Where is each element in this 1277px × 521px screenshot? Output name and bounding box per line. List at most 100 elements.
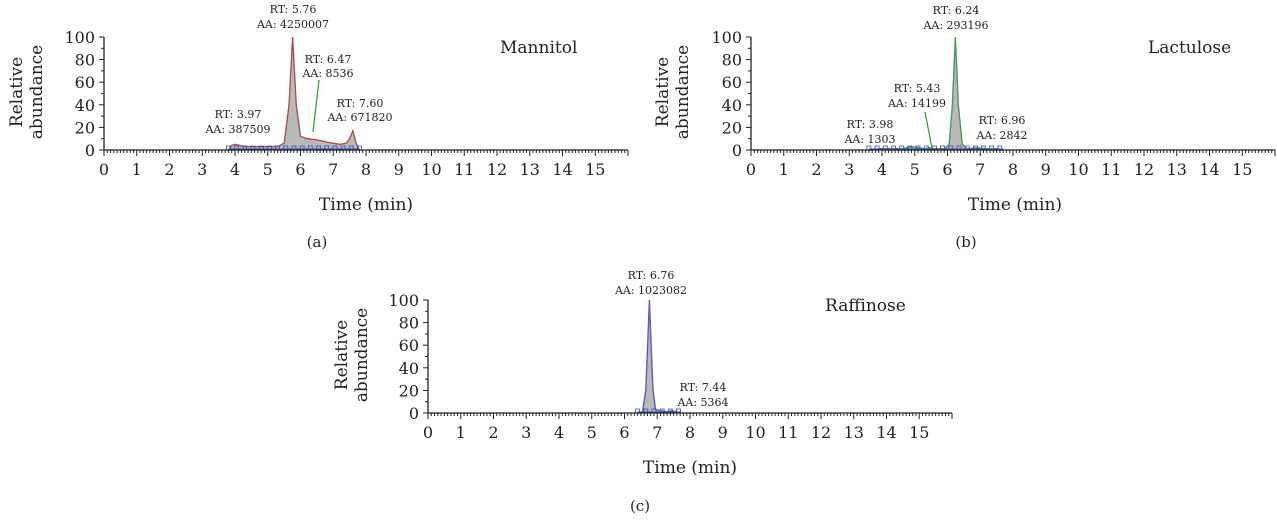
panel-b-annotation-rt-1: RT: 3.98 — [847, 118, 894, 131]
panel-b-caption: (b) — [955, 233, 976, 251]
panel-a-annotation-rt-4: RT: 7.60 — [337, 97, 384, 110]
panel-c-caption: (c) — [630, 497, 650, 515]
panel-c-x-tick-label: 7 — [652, 423, 662, 442]
panel-c-x-tick-label: 14 — [876, 423, 896, 442]
panel-a-y-tick-label: 80 — [75, 51, 95, 70]
panel-a-ylabel-line2: abundance — [27, 45, 47, 139]
panel-b-x-tick-label: 13 — [1167, 160, 1187, 179]
panel-b-y-tick-label: 100 — [711, 28, 742, 47]
panel-a-annotation-aa-4: AA: 671820 — [326, 111, 392, 124]
panel-c-y-tick-label: 80 — [399, 314, 419, 333]
panel-a-annotation-aa-2: AA: 4250007 — [256, 18, 329, 31]
panel-a-peak-area — [228, 37, 360, 150]
panel-a-x-tick-label: 12 — [487, 160, 507, 179]
panel-c-ylabel-line2: abundance — [352, 308, 372, 402]
panel-b-annotation-rt-4: RT: 6.96 — [979, 114, 1026, 127]
panel-a-x-tick-label: 9 — [394, 160, 404, 179]
panel-b-annotation-aa-1: AA: 1303 — [843, 133, 895, 146]
panel-b-x-tick-label: 5 — [910, 160, 920, 179]
panel-c-x-tick-label: 5 — [587, 423, 597, 442]
panel-b-x-tick-label: 10 — [1068, 160, 1088, 179]
panel-c-y-tick-label: 0 — [409, 404, 419, 423]
panel-b-title: Lactulose — [1148, 38, 1231, 58]
panel-a-annotation-aa-3: AA: 8536 — [301, 67, 353, 80]
panel-b-x-tick-label: 8 — [1008, 160, 1018, 179]
panel-c-annotation-aa-1: AA: 1023082 — [614, 284, 687, 297]
panel-a-caption: (a) — [307, 233, 328, 251]
panel-a-annotation-pointer — [312, 79, 320, 133]
panel-a-y-tick-label: 0 — [85, 141, 95, 160]
panel-c-x-tick-label: 1 — [456, 423, 466, 442]
panel-b-x-tick-label: 6 — [942, 160, 952, 179]
panel-b-annotation-rt-3: RT: 6.24 — [933, 4, 980, 17]
panel-a-title: Mannitol — [500, 38, 577, 58]
panel-c-annotation-rt-2: RT: 7.44 — [680, 381, 727, 394]
panel-c-x-tick-label: 10 — [745, 423, 765, 442]
panel-a-trace-line — [227, 36, 361, 151]
panel-a: Relative abundance 0 1 2 3 4 5 6 7 8 9 10 11 12 13 14 1… — [7, 3, 629, 251]
panel-c-y-tick-label: 100 — [388, 291, 419, 310]
panel-a-annotation-rt-2: RT: 5.76 — [270, 3, 317, 16]
panel-b-y-tick-label: 60 — [722, 73, 742, 92]
panel-c: Relative abundance 0 1 2 3 4 5 6 7 8 9 10 11 12 13 14 1… — [332, 269, 953, 515]
panel-b-annotation-aa-2: AA: 14199 — [887, 97, 946, 110]
panel-a-annotation-rt-1: RT: 3.97 — [215, 108, 262, 121]
panel-b-x-tick-label: 0 — [746, 160, 756, 179]
panel-a-x-tick-label: 14 — [552, 160, 572, 179]
panel-c-x-tick-label: 11 — [778, 423, 798, 442]
panel-b-annotation-aa-3: AA: 293196 — [922, 19, 988, 32]
panel-c-title: Raffinose — [825, 296, 906, 316]
panel-c-y-tick-label: 60 — [399, 336, 419, 355]
panel-b-x-tick-label: 11 — [1101, 160, 1121, 179]
panel-b-x-tick-label: 12 — [1134, 160, 1154, 179]
panel-b-y-tick-label: 40 — [722, 96, 742, 115]
panel-b-x-tick-label: 4 — [877, 160, 887, 179]
panel-c-x-tick-label: 9 — [718, 423, 728, 442]
panel-a-x-tick-label: 15 — [585, 160, 605, 179]
panel-b-x-tick-label: 2 — [811, 160, 821, 179]
panel-a-x-tick-label: 11 — [454, 160, 474, 179]
panel-b-x-tick-label: 15 — [1232, 160, 1252, 179]
panel-a-x-tick-label: 3 — [197, 160, 207, 179]
panel-c-y-tick-label: 20 — [399, 381, 419, 400]
panel-c-x-tick-label: 0 — [423, 423, 433, 442]
panel-a-x-tick-label: 1 — [132, 160, 142, 179]
panel-a-ylabel: Relative abundance — [7, 45, 47, 139]
panel-c-peak-area — [637, 300, 681, 413]
panel-b-x-tick-label: 9 — [1041, 160, 1051, 179]
panel-a-x-tick-label: 6 — [295, 160, 305, 179]
panel-b-x-tick-label: 14 — [1199, 160, 1219, 179]
panel-a-xlabel: Time (min) — [319, 195, 413, 215]
panel-b-annotation-pointer — [924, 111, 933, 149]
panel-b-ylabel: Relative abundance — [653, 45, 693, 139]
panel-b-annotation-rt-2: RT: 5.43 — [894, 82, 941, 95]
panel-a-x-tick-label: 10 — [421, 160, 441, 179]
panel-b-x-tick-label: 1 — [779, 160, 789, 179]
panel-b-y-tick-label: 20 — [722, 118, 742, 137]
panel-c-annotation-rt-1: RT: 6.76 — [628, 269, 675, 282]
panel-c-annotation-aa-2: AA: 5364 — [676, 396, 728, 409]
panel-a-annotation-aa-1: AA: 387509 — [204, 123, 270, 136]
panel-b-xlabel: Time (min) — [968, 195, 1062, 215]
panel-a-y-tick-label: 40 — [75, 96, 95, 115]
panel-a-y-tick-label: 100 — [64, 28, 95, 47]
panel-b-x-tick-label: 3 — [844, 160, 854, 179]
panel-c-x-tick-label: 2 — [488, 423, 498, 442]
panel-c-x-tick-label: 12 — [811, 423, 831, 442]
panel-b: Relative abundance 0 1 2 3 4 5 6 7 8 9 10 11 12 13 14 1… — [653, 4, 1276, 251]
panel-a-y-tick-label: 60 — [75, 73, 95, 92]
panel-a-annotation-rt-3: RT: 6.47 — [305, 53, 352, 66]
panel-b-y-tick-label: 0 — [732, 141, 742, 160]
panel-c-ylabel: Relative abundance — [332, 308, 372, 402]
panel-c-x-tick-label: 6 — [619, 423, 629, 442]
panel-c-x-tick-label: 13 — [844, 423, 864, 442]
panel-a-x-tick-label: 2 — [164, 160, 174, 179]
panel-c-x-tick-label: 4 — [554, 423, 564, 442]
panel-a-ylabel-line1: Relative — [7, 57, 27, 127]
panel-a-x-tick-label: 5 — [263, 160, 273, 179]
panel-b-ylabel-line1: Relative — [653, 57, 673, 127]
